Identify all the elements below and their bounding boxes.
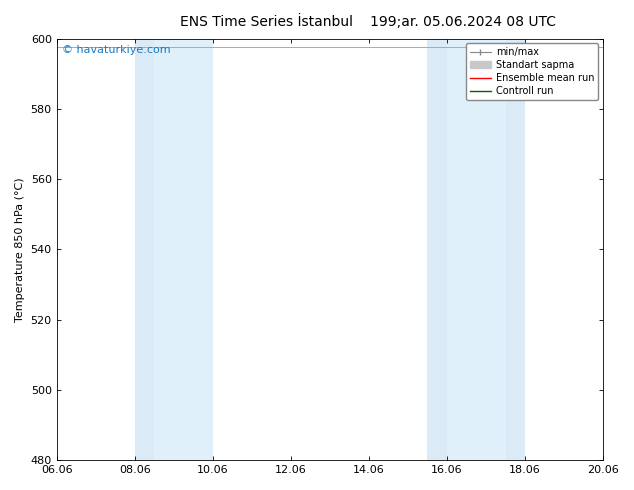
Bar	[427, 39, 447, 460]
Bar	[505, 39, 525, 460]
Text: © havaturkiye.com: © havaturkiye.com	[62, 45, 171, 55]
Bar	[154, 39, 213, 460]
Bar	[447, 39, 505, 460]
Bar	[135, 39, 154, 460]
Y-axis label: Temperature 850 hPa (°C): Temperature 850 hPa (°C)	[15, 177, 25, 321]
Text: ENS Time Series İstanbul: ENS Time Series İstanbul	[180, 15, 353, 29]
Text: 199;ar. 05.06.2024 08 UTC: 199;ar. 05.06.2024 08 UTC	[370, 15, 556, 29]
Legend: min/max, Standart sapma, Ensemble mean run, Controll run: min/max, Standart sapma, Ensemble mean r…	[466, 44, 598, 100]
